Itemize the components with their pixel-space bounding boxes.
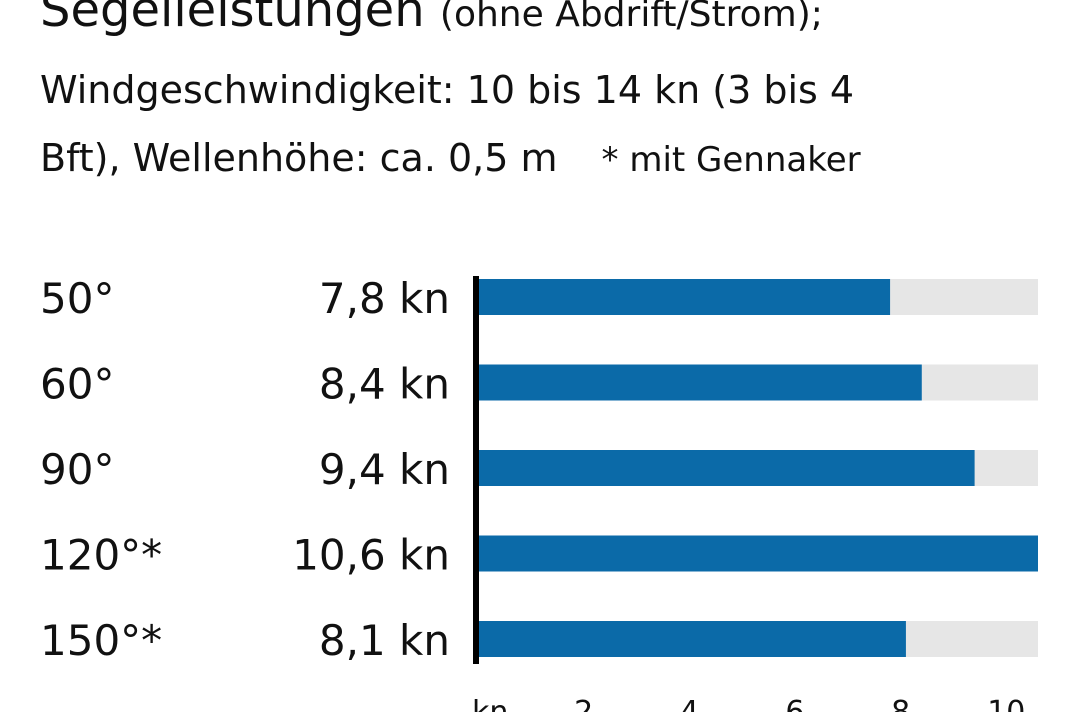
- value-label: 8,1 kn: [319, 616, 450, 665]
- bar: [478, 279, 891, 315]
- x-tick-label: 10: [987, 695, 1025, 712]
- category-label: 90°: [40, 445, 114, 494]
- bar: [478, 450, 975, 486]
- chart-title: Segelleistungen (ohne Abdrift/Strom);: [40, 0, 823, 45]
- x-tick-label: 8: [891, 695, 910, 712]
- chart-subtitle-line-2: Bft), Wellenhöhe: ca. 0,5 m * mit Gennake…: [40, 134, 861, 184]
- x-axis-unit-label: kn: [472, 695, 508, 712]
- gennaker-note: * mit Gennaker: [601, 140, 861, 180]
- category-label: 120°*: [40, 531, 162, 580]
- category-label: 50°: [40, 274, 114, 323]
- x-tick-labels: kn 2 4 6 8 10: [472, 695, 1025, 712]
- category-label: 60°: [40, 360, 114, 409]
- bars: [478, 279, 1038, 657]
- value-label: 10,6 kn: [292, 531, 450, 580]
- x-tick-label: 2: [574, 695, 593, 712]
- chart-subtitle-line-1: Windgeschwindigkeit: 10 bis 14 kn (3 bis…: [40, 68, 855, 112]
- category-labels: 50° 60° 90° 120°* 150°*: [40, 274, 162, 665]
- value-label: 7,8 kn: [319, 274, 450, 323]
- bar: [478, 535, 1038, 572]
- value-label: 8,4 kn: [319, 360, 450, 409]
- chart-subtitle-line-2-text: Bft), Wellenhöhe: ca. 0,5 m: [40, 136, 558, 180]
- bar: [478, 621, 906, 657]
- value-label: 9,4 kn: [319, 445, 450, 494]
- category-label: 150°*: [40, 616, 162, 665]
- x-tick-label: 4: [680, 695, 699, 712]
- chart-title-suffix: (ohne Abdrift/Strom);: [439, 0, 823, 35]
- value-labels: 7,8 kn 8,4 kn 9,4 kn 10,6 kn 8,1 kn: [292, 274, 450, 665]
- x-tick-label: 6: [785, 695, 804, 712]
- chart-title-main: Segelleistungen: [40, 0, 425, 38]
- bar: [478, 364, 922, 401]
